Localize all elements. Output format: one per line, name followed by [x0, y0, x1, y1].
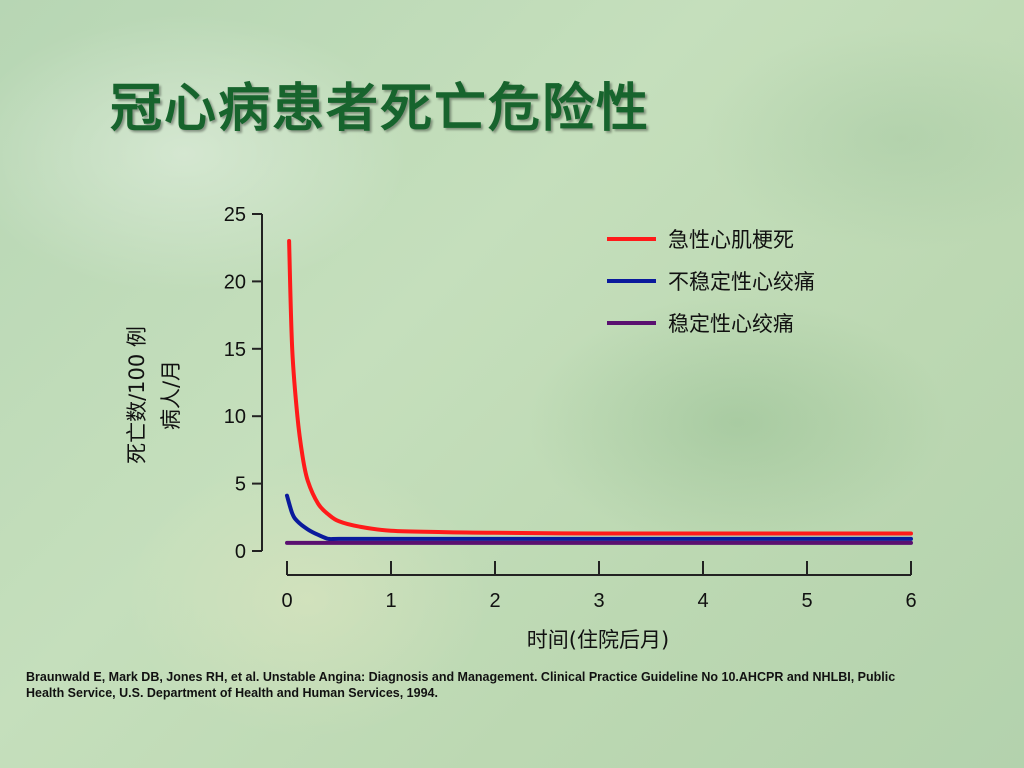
x-tick-label: 0 [281, 590, 292, 612]
y-tick-label: 20 [224, 271, 246, 293]
x-tick-label: 6 [905, 590, 916, 612]
legend-label-1: 急性心肌梗死 [668, 228, 794, 252]
y-tick-label: 15 [224, 339, 246, 361]
legend-label-3: 稳定性心绞痛 [668, 312, 794, 336]
y-axis-label-line1: 死亡数/100 例 [125, 326, 149, 464]
x-tick-label: 2 [489, 590, 500, 612]
y-axis-label: 死亡数/100 例 病人/月 [125, 326, 183, 464]
x-tick-label: 3 [593, 590, 604, 612]
x-tick-label: 4 [697, 590, 708, 612]
x-axis-label: 时间(住院后月) [527, 628, 669, 652]
citation: Braunwald E, Mark DB, Jones RH, et al. U… [26, 670, 896, 700]
chart-axes: 0 5 10 15 20 25 0 1 2 3 4 5 6 [224, 204, 917, 612]
series-line-2 [285, 493, 913, 542]
legend-label-2: 不稳定性心绞痛 [668, 270, 815, 294]
slide-title: 冠心病患者死亡危险性 [110, 78, 651, 139]
series-line-1 [287, 239, 913, 536]
x-tick-label: 1 [385, 590, 396, 612]
y-tick-label: 5 [235, 474, 246, 496]
y-tick-label: 25 [224, 204, 246, 226]
chart-plot-area [285, 239, 913, 545]
x-tick-label: 5 [801, 590, 812, 612]
y-tick-label: 0 [235, 541, 246, 563]
y-axis-label-line2: 病人/月 [159, 360, 183, 430]
y-tick-label: 10 [224, 406, 246, 428]
